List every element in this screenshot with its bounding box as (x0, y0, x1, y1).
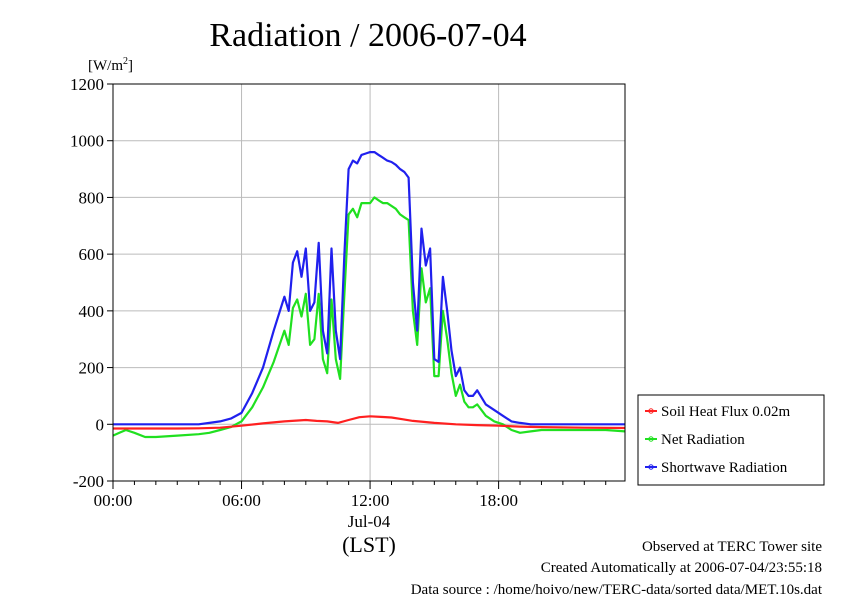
date-label: Jul-04 (348, 512, 391, 531)
y-tick-label: 0 (96, 415, 105, 434)
y-tick-label: 600 (79, 245, 105, 264)
legend-label: Net Radiation (661, 432, 745, 448)
plot-frame (112, 83, 626, 482)
legend-label: Soil Heat Flux 0.02m (661, 404, 791, 420)
footer-source: Data source : /home/hoivo/new/TERC-data/… (411, 582, 823, 595)
series-line-1 (112, 196, 626, 439)
y-axis-unit: [W/m2] (88, 56, 133, 74)
legend-marker (648, 408, 654, 414)
chart-title: Radiation / 2006-07-04 (209, 17, 526, 54)
y-tick-label: 800 (79, 188, 105, 207)
x-tick-label: 06:00 (222, 491, 261, 510)
y-axis: -200 0 200 400 600 800 1000 1200 (70, 75, 113, 491)
y-tick-label: 400 (79, 302, 105, 321)
series-line-0 (113, 415, 626, 430)
y-tick-label: 200 (79, 359, 105, 378)
y-tick-label: 1000 (70, 132, 104, 151)
x-tick-label: 18:00 (479, 491, 518, 510)
y-tick-label: -200 (73, 472, 104, 491)
legend-marker (648, 464, 654, 470)
legend-label: Shortwave Radiation (661, 460, 788, 476)
grid-lines (113, 84, 625, 481)
series-line-2 (113, 151, 625, 426)
x-axis-label: (LST) (342, 532, 396, 557)
legend-box (637, 394, 825, 486)
y-tick-label: 1200 (70, 75, 104, 94)
series-layer (112, 151, 626, 439)
legend-marker (648, 436, 654, 442)
footer-site: Observed at TERC Tower site (642, 539, 822, 555)
legend: Soil Heat Flux 0.02m Net Radiation Shortwa… (637, 394, 825, 486)
x-tick-label: 00:00 (94, 491, 133, 510)
x-axis: 00:00 06:00 12:00 18:00 (94, 481, 607, 510)
x-tick-label: 12:00 (351, 491, 390, 510)
footer-created: Created Automatically at 2006-07-04/23:5… (541, 560, 822, 576)
